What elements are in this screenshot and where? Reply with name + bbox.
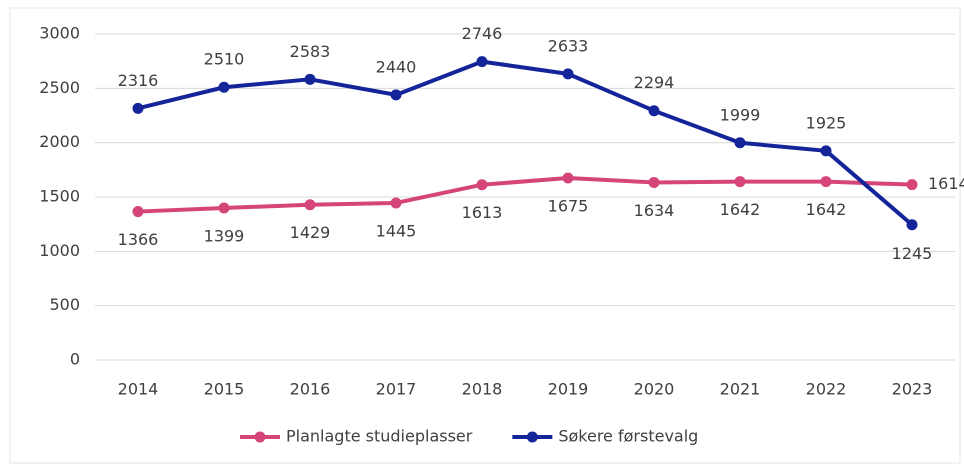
data-label: 1366 xyxy=(118,230,159,249)
data-label: 2583 xyxy=(290,42,331,61)
y-tick-label: 1000 xyxy=(39,241,80,260)
point xyxy=(476,56,488,68)
x-tick-label: 2021 xyxy=(720,380,761,399)
point xyxy=(648,105,660,117)
data-label: 1399 xyxy=(204,226,245,245)
line xyxy=(137,59,914,227)
x-tick-label: 2015 xyxy=(204,380,245,399)
point xyxy=(132,102,144,114)
data-label: 1613 xyxy=(462,203,503,222)
x-tick-label: 2016 xyxy=(290,380,331,399)
data-label: 1445 xyxy=(376,221,417,240)
chart-border xyxy=(9,7,961,464)
legend-label: Planlagte studieplasser xyxy=(286,427,473,446)
y-tick-label: 1500 xyxy=(39,187,80,206)
y-tick-label: 2000 xyxy=(39,132,80,151)
x-tick-label: 2014 xyxy=(118,380,159,399)
point xyxy=(304,73,316,85)
data-label: 2633 xyxy=(548,36,589,55)
point xyxy=(132,206,144,218)
data-label: 1642 xyxy=(720,200,761,219)
data-label: 1429 xyxy=(290,223,331,242)
x-tick-label: 2018 xyxy=(462,380,503,399)
point xyxy=(906,179,918,191)
data-label: 1642 xyxy=(806,200,847,219)
y-tick-label: 2500 xyxy=(39,78,80,97)
point xyxy=(562,172,574,184)
point xyxy=(648,176,660,188)
x-tick-label: 2017 xyxy=(376,380,417,399)
data-label: 2316 xyxy=(118,71,159,90)
point xyxy=(820,145,832,157)
x-tick-label: 2023 xyxy=(892,380,933,399)
point xyxy=(562,68,574,80)
data-label: 2294 xyxy=(634,73,675,92)
line xyxy=(137,175,913,214)
x-tick-label: 2020 xyxy=(634,380,675,399)
y-tick-label: 500 xyxy=(49,295,80,314)
point xyxy=(734,176,746,188)
point xyxy=(390,89,402,101)
data-label: 1614 xyxy=(928,174,964,193)
data-label: 2510 xyxy=(204,50,245,69)
data-label: 2440 xyxy=(376,57,417,76)
data-label: 1925 xyxy=(806,113,847,132)
data-label: 2746 xyxy=(462,24,503,43)
y-tick-label: 3000 xyxy=(39,24,80,43)
point xyxy=(304,199,316,211)
legend-marker xyxy=(254,431,266,443)
point xyxy=(820,176,832,188)
point xyxy=(476,179,488,191)
legend-label: Søkere førstevalg xyxy=(558,427,698,446)
point xyxy=(734,137,746,149)
data-label: 1245 xyxy=(892,244,933,263)
x-tick-label: 2019 xyxy=(548,380,589,399)
point xyxy=(218,202,230,214)
point xyxy=(218,81,230,93)
data-label: 1634 xyxy=(634,201,675,220)
y-tick-label: 0 xyxy=(70,350,80,369)
data-label: 1675 xyxy=(548,196,589,215)
data-label: 1999 xyxy=(720,105,761,124)
legend-marker xyxy=(526,431,538,443)
x-tick-label: 2022 xyxy=(806,380,847,399)
point xyxy=(390,197,402,209)
point xyxy=(906,219,918,231)
